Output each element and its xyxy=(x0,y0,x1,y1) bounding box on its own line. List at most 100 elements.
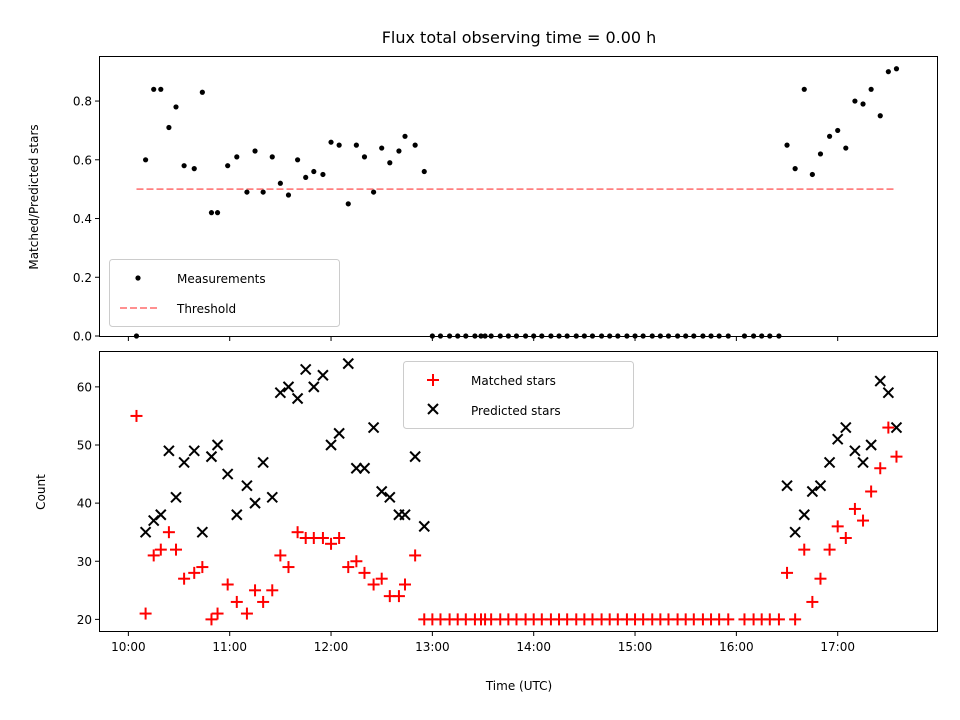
measurement-point xyxy=(396,148,402,154)
matched-star-point xyxy=(358,566,371,579)
top-panel: Matched/Predicted stars 0.00.20.40.60.8 … xyxy=(27,56,938,344)
measurement-point xyxy=(379,145,385,151)
bottom-xtick-label: 16:00 xyxy=(719,640,754,654)
measurement-point xyxy=(387,160,393,166)
measurement-point xyxy=(181,163,187,169)
matched-star-point xyxy=(772,613,785,626)
measurement-point xyxy=(244,189,250,195)
bottom-ytick-label: 20 xyxy=(77,613,92,627)
matched-star-point xyxy=(266,584,279,597)
predicted-star-point xyxy=(317,369,329,381)
bottom-ytick-label: 60 xyxy=(77,380,92,394)
measurement-point xyxy=(402,133,408,139)
matched-star-point xyxy=(823,543,836,556)
legend-matched-marker xyxy=(427,374,439,386)
predicted-star-point xyxy=(291,392,304,405)
measurement-point xyxy=(421,168,427,175)
top-ytick-label: 0.6 xyxy=(73,153,92,167)
matched-star-point xyxy=(139,607,152,620)
predicted-star-point xyxy=(384,491,396,504)
predicted-star-point xyxy=(196,526,209,538)
measurement-point xyxy=(166,124,172,131)
bottom-legend-box xyxy=(403,361,634,429)
predicted-star-point xyxy=(257,456,269,469)
legend-predicted-label: Predicted stars xyxy=(471,404,561,418)
matched-star-point xyxy=(211,607,224,620)
matched-star-point xyxy=(857,514,870,527)
measurement-point xyxy=(868,86,874,92)
top-ytick-label: 0.0 xyxy=(73,330,92,344)
measurement-point xyxy=(208,210,215,216)
measurement-point xyxy=(285,192,292,198)
measurements-series xyxy=(133,66,900,339)
predicted-star-point xyxy=(342,357,354,370)
bottom-legend: Matched stars Predicted stars xyxy=(403,361,634,429)
predicted-star-point xyxy=(266,491,278,504)
predicted-star-point xyxy=(418,520,430,533)
measurement-point xyxy=(784,142,790,148)
measurement-point xyxy=(412,142,418,148)
predicted-star-point xyxy=(221,468,234,480)
matched-star-point xyxy=(257,595,270,608)
matched-star-point xyxy=(798,543,811,556)
predicted-star-point xyxy=(350,462,363,474)
predicted-star-point xyxy=(205,450,218,463)
matched-star-point xyxy=(169,543,182,556)
measurement-point xyxy=(191,166,197,172)
measurement-point xyxy=(361,154,368,160)
matched-star-point xyxy=(367,578,380,591)
bottom-xtick-label: 15:00 xyxy=(618,640,653,654)
matched-star-point xyxy=(722,613,735,626)
top-legend-box xyxy=(109,259,340,327)
predicted-star-point xyxy=(831,433,844,445)
predicted-star-point xyxy=(325,439,337,451)
predicted-star-point xyxy=(188,445,200,457)
measurement-point xyxy=(826,133,833,139)
measurement-point xyxy=(860,101,866,107)
matched-star-point xyxy=(130,409,143,422)
matched-star-point xyxy=(316,532,329,544)
measurement-point xyxy=(370,189,377,195)
matched-star-point xyxy=(196,561,209,574)
matched-star-point xyxy=(162,526,175,539)
matched-star-point xyxy=(291,526,304,539)
matched-star-point xyxy=(392,590,405,603)
matched-star-point xyxy=(399,578,412,591)
matched-star-point xyxy=(806,595,819,608)
measurement-point xyxy=(151,86,157,92)
measurement-point xyxy=(173,104,179,110)
matched-star-point xyxy=(814,572,827,585)
predicted-stars-series xyxy=(139,357,903,538)
chart-title: Flux total observing time = 0.00 h xyxy=(382,28,657,47)
matched-star-point xyxy=(147,549,160,562)
matched-star-point xyxy=(188,566,201,579)
bottom-x-axis: 10:00 11:00 12:00 13:00 14:00 15:00 16:00 17:00 xyxy=(111,631,855,654)
measurement-point xyxy=(345,201,351,207)
bottom-ytick-label: 40 xyxy=(77,497,92,511)
top-legend: Measurements Threshold xyxy=(109,259,340,327)
legend-threshold-label: Threshold xyxy=(176,302,236,316)
top-y-axis: 0.0 0.2 0.4 0.6 0.8 xyxy=(73,95,100,344)
predicted-star-point xyxy=(806,485,819,498)
bottom-ytick-label: 50 xyxy=(77,439,92,453)
predicted-star-point xyxy=(358,462,371,474)
predicted-star-point xyxy=(874,375,886,387)
predicted-star-point xyxy=(849,445,861,457)
matched-stars-series xyxy=(130,409,903,626)
matched-star-point xyxy=(375,572,388,585)
bottom-plot-frame xyxy=(99,351,938,632)
predicted-star-point xyxy=(814,479,827,492)
matched-star-point xyxy=(882,421,895,434)
measurement-point xyxy=(214,210,221,216)
measurement-point xyxy=(234,154,240,160)
measurement-point xyxy=(817,151,824,157)
predicted-star-point xyxy=(882,386,895,399)
measurement-point xyxy=(142,157,149,163)
bottom-xtick-label: 11:00 xyxy=(212,640,247,654)
measurement-point xyxy=(885,69,891,75)
matched-star-point xyxy=(282,561,295,574)
matched-star-point xyxy=(325,537,338,550)
bottom-xtick-label: 13:00 xyxy=(415,640,450,654)
bottom-ytick-label: 30 xyxy=(77,555,92,569)
predicted-star-point xyxy=(865,439,877,451)
